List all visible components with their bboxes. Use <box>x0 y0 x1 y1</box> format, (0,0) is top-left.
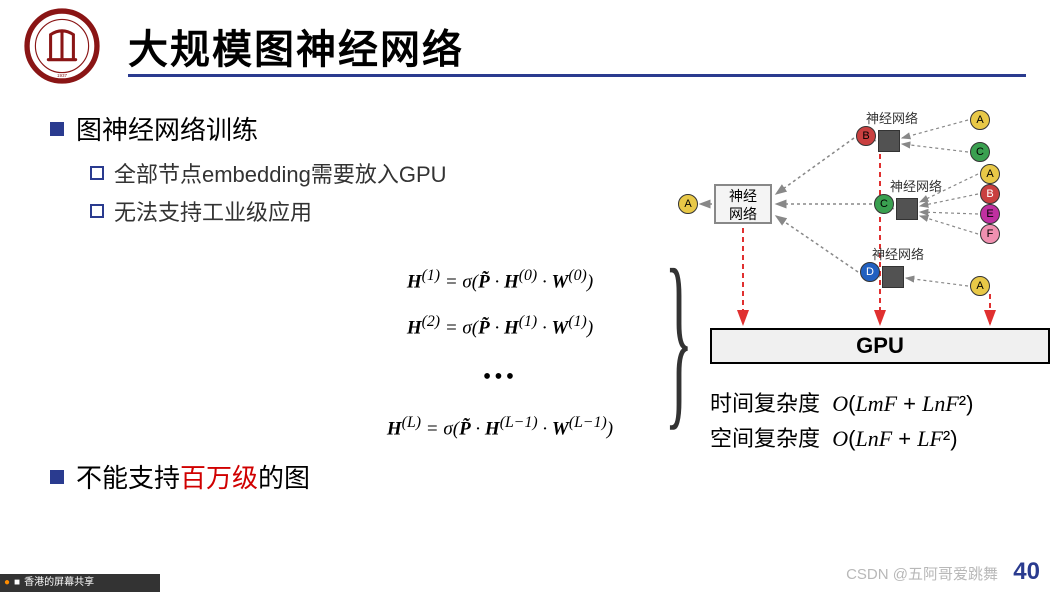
bullet-text: 全部节点embedding需要放入GPU <box>114 157 447 189</box>
title-underline <box>128 74 1026 77</box>
watermark: CSDN @五阿哥爱跳舞 <box>846 563 998 584</box>
formula-dots: ••• <box>340 350 660 405</box>
slide: UNIVERSITY OF RENMIN CHINA 1937 大规模图神经网络… <box>0 0 1058 592</box>
complexity-block: 时间复杂度 O(LmF + LnF²) 空间复杂度 O(LnF + LF²) <box>710 386 973 456</box>
record-icon: ● <box>4 574 10 592</box>
bullet-text: 图神经网络训练 <box>76 110 258 147</box>
formula-block: H(1) = σ(P̃ · H(0) · W(0)) H(2) = σ(P̃ ·… <box>340 258 660 451</box>
formula-eq2: H(2) = σ(P̃ · H(1) · W(1)) <box>340 304 660 350</box>
formula-eqL: H(L) = σ(P̃ · H(L−1) · W(L−1)) <box>340 405 660 451</box>
bullet-marker-icon <box>50 470 64 484</box>
nn-label: 神经网络 <box>872 244 924 263</box>
bullet-marker-icon <box>90 166 104 180</box>
time-complexity: 时间复杂度 O(LmF + LnF²) <box>710 386 973 421</box>
nn-label: 神经网络 <box>866 108 918 127</box>
nn-target-box: 神经网络 <box>714 184 772 224</box>
svg-text:RENMIN: RENMIN <box>26 18 42 39</box>
bullet-text: 无法支持工业级应用 <box>114 195 312 227</box>
header: UNIVERSITY OF RENMIN CHINA 1937 大规模图神经网络 <box>0 0 1058 84</box>
nn-aggregator-icon <box>882 266 904 288</box>
gpu-box: GPU <box>710 328 1050 364</box>
graph-node: B <box>980 184 1000 204</box>
nn-aggregator-icon <box>878 130 900 152</box>
nn-aggregator-icon <box>896 198 918 220</box>
slide-title: 大规模图神经网络 <box>128 17 464 75</box>
graph-node: F <box>980 224 1000 244</box>
gnn-diagram: A神经网络B神经网络C神经网络D神经网络ACABEFA GPU 时间复杂度 O(… <box>650 102 1058 572</box>
footer-bar: ● ■ 香港的屏幕共享 <box>0 574 160 592</box>
graph-node: A <box>678 194 698 214</box>
stop-icon: ■ <box>14 574 20 592</box>
svg-text:1937: 1937 <box>57 73 68 78</box>
graph-node: A <box>970 276 990 296</box>
graph-node: D <box>860 262 880 282</box>
bullet-marker-icon <box>90 204 104 218</box>
footer-text: 香港的屏幕共享 <box>24 574 94 592</box>
bullet-million: 不能支持百万级的图 <box>50 458 310 495</box>
graph-node: B <box>856 126 876 146</box>
graph-node: A <box>970 110 990 130</box>
graph-node: C <box>970 142 990 162</box>
space-complexity: 空间复杂度 O(LnF + LF²) <box>710 421 973 456</box>
page-number: 40 <box>1013 558 1040 586</box>
graph-node: C <box>874 194 894 214</box>
bullet-text: 不能支持百万级的图 <box>76 458 310 495</box>
content-area: 图神经网络训练 全部节点embedding需要放入GPU 无法支持工业级应用 H… <box>50 110 1038 572</box>
formula-eq1: H(1) = σ(P̃ · H(0) · W(0)) <box>340 258 660 304</box>
nn-label: 神经网络 <box>890 176 942 195</box>
graph-node: E <box>980 204 1000 224</box>
graph-node: A <box>980 164 1000 184</box>
bullet-marker-icon <box>50 122 64 136</box>
university-logo: UNIVERSITY OF RENMIN CHINA 1937 <box>24 8 100 84</box>
